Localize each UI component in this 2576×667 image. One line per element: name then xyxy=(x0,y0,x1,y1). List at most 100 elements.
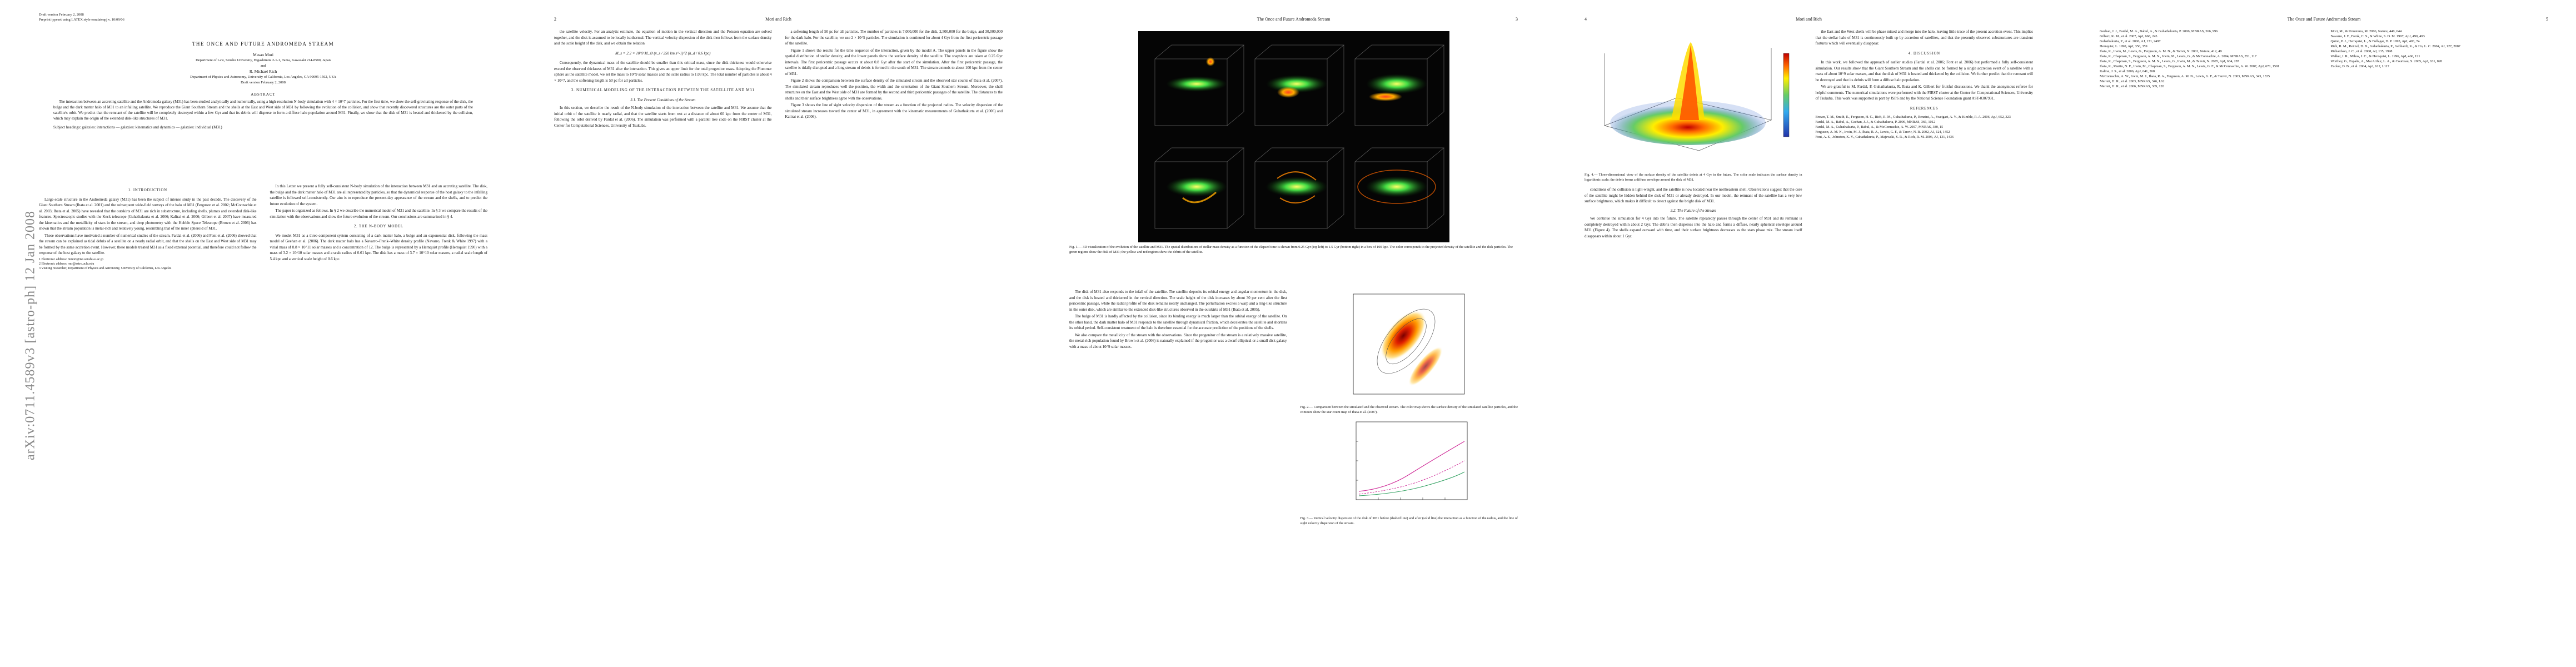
reference: Geehan, J. J., Fardal, M. A., Babul, A.,… xyxy=(2100,29,2218,33)
reference: Ibata, R., Chapman, S., Ferguson, A. M. … xyxy=(2100,59,2239,63)
body: Fig. 4.— Three-dimensional view of the s… xyxy=(1585,29,2033,645)
figure-caption: Fig. 3.— Vertical velocity dispersion of… xyxy=(1300,516,1518,525)
reference: Gilbert, K. M., et al. 2007, ApJ, 668, 2… xyxy=(2100,34,2158,38)
subject-headings: Subject headings: galaxies: interactions… xyxy=(53,125,222,130)
text: These observations have motivated a numb… xyxy=(39,233,257,256)
arxiv-stamp: arXiv:0711.4589v3 [astro-ph] 12 Jan 2008 xyxy=(23,210,38,461)
header-line: Draft version February 2, 2008 xyxy=(39,13,84,17)
text: In this Letter we present a fully self-c… xyxy=(270,184,488,206)
reference: Fardal, M. A., Babul, A., Geehan, J. J.,… xyxy=(1815,120,1935,124)
text: Figure 1 shows the results for the time … xyxy=(785,48,1003,76)
reference: Mori, M., & Umemura, M. 2006, Nature, 44… xyxy=(2330,29,2402,33)
reference: Ibata, R., Irwin, M., Lewis, G., Ferguso… xyxy=(2100,49,2222,53)
heading: 4. DISCUSSION xyxy=(1908,51,1940,56)
author: R. Michael Rich xyxy=(249,69,277,74)
footnote: 2 Electronic address: rmr@astro.ucla.edu xyxy=(39,262,94,266)
text: We continue the simulation for 4 Gyr int… xyxy=(1585,216,1802,238)
reference: Fardal, M. A., Guhathakurta, P., Babul, … xyxy=(1815,125,1944,129)
front-matter: Draft version February 2, 2008 Preprint … xyxy=(39,12,487,130)
column: The disk of M31 also responds to the inf… xyxy=(1069,289,1287,645)
equation: M_s = 2.2 × 10^9 M_⊙ (v_s / 250 km s^-1)… xyxy=(615,51,711,56)
text: The disk of M31 also responds to the inf… xyxy=(1069,290,1287,312)
affiliation: Department of Law, Senshu University, Hi… xyxy=(196,58,331,62)
running-head: The Once and Future Andromeda Stream 3 xyxy=(1069,17,1518,22)
page-number: 3 xyxy=(1516,17,1518,22)
column: Geehan, J. J., Fardal, M. A., Babul, A.,… xyxy=(2100,29,2318,645)
body: The disk of M31 also responds to the inf… xyxy=(1069,289,1518,645)
column: the satellite velocity. For an analytic … xyxy=(554,29,772,645)
figure: Fig. 3.— Vertical velocity dispersion of… xyxy=(1301,419,1518,526)
text: Figure 2 shows the comparison between th… xyxy=(785,78,1003,101)
running-head: 4 Mori and Rich xyxy=(1585,17,2033,22)
body: the satellite velocity. For an analytic … xyxy=(554,29,1003,645)
figure-dispersion-plot xyxy=(1356,421,1468,500)
reference: Hernquist, L. 1990, ApJ, 356, 359 xyxy=(2100,44,2148,48)
text: a softening length of 50 pc for all part… xyxy=(785,29,1003,46)
text: the East and the West shells will be pha… xyxy=(1815,29,2034,46)
reference: Kalirai, J. S., et al. 2006, ApJ, 641, 2… xyxy=(2100,69,2155,73)
figure-density-map xyxy=(1353,293,1465,395)
figure: Fig. 1.— 3D visualization of the evoluti… xyxy=(1069,31,1518,255)
text: Figure 3 shows the line of sight velocit… xyxy=(785,103,1003,119)
top-figure: Fig. 1.— 3D visualization of the evoluti… xyxy=(1069,29,1518,259)
page: The Once and Future Andromeda Stream 5 G… xyxy=(2061,0,2576,667)
reference: Font, A. S., Johnston, K. V., Guhathakur… xyxy=(1815,135,1954,139)
text: We also compare the metallicity of the s… xyxy=(1069,332,1287,349)
page: arXiv:0711.4589v3 [astro-ph] 12 Jan 2008… xyxy=(0,0,515,667)
footnote: 1 Electronic address: mmori@isc.senshu-u… xyxy=(39,257,103,261)
abstract: The interaction between an accreting sat… xyxy=(53,99,473,121)
author-and: and xyxy=(260,64,266,68)
reference: Ferguson, A. M. N., Irwin, M. J., Ibata,… xyxy=(1815,130,1950,134)
subheading: 3.1. The Present Conditions of the Strea… xyxy=(630,97,696,102)
column: Fig. 4.— Three-dimensional view of the s… xyxy=(1585,29,1802,645)
text: In this section, we describe the result … xyxy=(554,106,772,128)
page-number: 2 xyxy=(554,17,556,22)
reference: Walker, I. R., Mihos, J. C., & Hernquist… xyxy=(2330,54,2420,58)
text: In this work, we followed the approach o… xyxy=(1815,60,2034,82)
figure-surface-3d xyxy=(1603,42,1789,151)
abstract-heading: ABSTRACT xyxy=(251,92,276,97)
text: The bulge of M31 is hardly affected by t… xyxy=(1069,314,1287,330)
heading: 3. NUMERICAL MODELING OF THE INTERACTION… xyxy=(571,88,755,92)
reference: Merrett, H. R., et al. 2003, MNRAS, 346,… xyxy=(2100,79,2165,83)
running-title: The Once and Future Andromeda Stream xyxy=(1257,17,1331,22)
reference: Zucker, D. B., et al. 2004, ApJ, 612, L1… xyxy=(2330,64,2390,68)
running-title: The Once and Future Andromeda Stream xyxy=(2287,17,2361,22)
reference: McConnachie, A. W., Irwin, M. J., Ibata,… xyxy=(2100,74,2270,78)
figure: Fig. 4.— Three-dimensional view of the s… xyxy=(1585,31,1802,182)
page: 4 Mori and Rich Fig. 4.— Three-dimension… xyxy=(1546,0,2061,667)
reference: Brown, T. M., Smith, E., Ferguson, H. C.… xyxy=(1815,115,2011,119)
column: Fig. 2.— Comparison between the simulate… xyxy=(1301,289,1518,645)
draft-date: Draft version February 2, 2008 xyxy=(241,81,286,84)
subheading: 3.2. The Future of the Stream xyxy=(1670,208,1716,213)
running-head: 2 Mori and Rich xyxy=(554,17,1003,22)
reference: Navarro, J. F., Frenk, C. S., & White, S… xyxy=(2330,34,2425,38)
body: 1. INTRODUCTION Large-scale structure in … xyxy=(39,183,487,645)
figure-stream-3d xyxy=(1138,31,1449,242)
reference: Merrett, H. R., et al. 2006, MNRAS, 369,… xyxy=(2100,84,2164,88)
page: The Once and Future Andromeda Stream 3 F… xyxy=(1030,0,1546,667)
column: the East and the West shells will be pha… xyxy=(1816,29,2034,645)
column: In this Letter we present a fully self-c… xyxy=(270,183,488,645)
text: We model M31 as a three-component system… xyxy=(270,233,488,261)
heading: 1. INTRODUCTION xyxy=(128,188,167,192)
text: Large-scale structure in the Andromeda g… xyxy=(39,197,257,231)
running-title: Mori and Rich xyxy=(765,17,791,22)
figure: Fig. 2.— Comparison between the simulate… xyxy=(1301,291,1518,415)
text: the satellite velocity. For an analytic … xyxy=(554,29,772,46)
text: The paper is organized as follows. In § … xyxy=(270,208,488,219)
reference: Quinn, P. J., Hernquist, L., & Fullagar,… xyxy=(2330,39,2420,43)
author: Masao Mori xyxy=(253,52,273,57)
footnote: 3 Visiting researcher, Department of Phy… xyxy=(39,266,172,270)
reference: Richardson, J. C., et al. 2008, AJ, 135,… xyxy=(2330,49,2393,53)
reference: Guhathakurta, P., et al. 2006, AJ, 131, … xyxy=(2100,39,2161,43)
affiliation: Department of Physics and Astronomy, Uni… xyxy=(190,75,336,79)
running-title: Mori and Rich xyxy=(1796,17,1822,22)
body: Geehan, J. J., Fardal, M. A., Babul, A.,… xyxy=(2100,29,2548,645)
text: conditions of the collision is light-wei… xyxy=(1585,187,1802,203)
running-head: The Once and Future Andromeda Stream 5 xyxy=(2100,17,2548,22)
page-number: 5 xyxy=(2546,17,2548,22)
page-number: 4 xyxy=(1585,17,1587,22)
reference: Rich, R. M., Reitzel, D. B., Guhathakurt… xyxy=(2330,44,2461,48)
